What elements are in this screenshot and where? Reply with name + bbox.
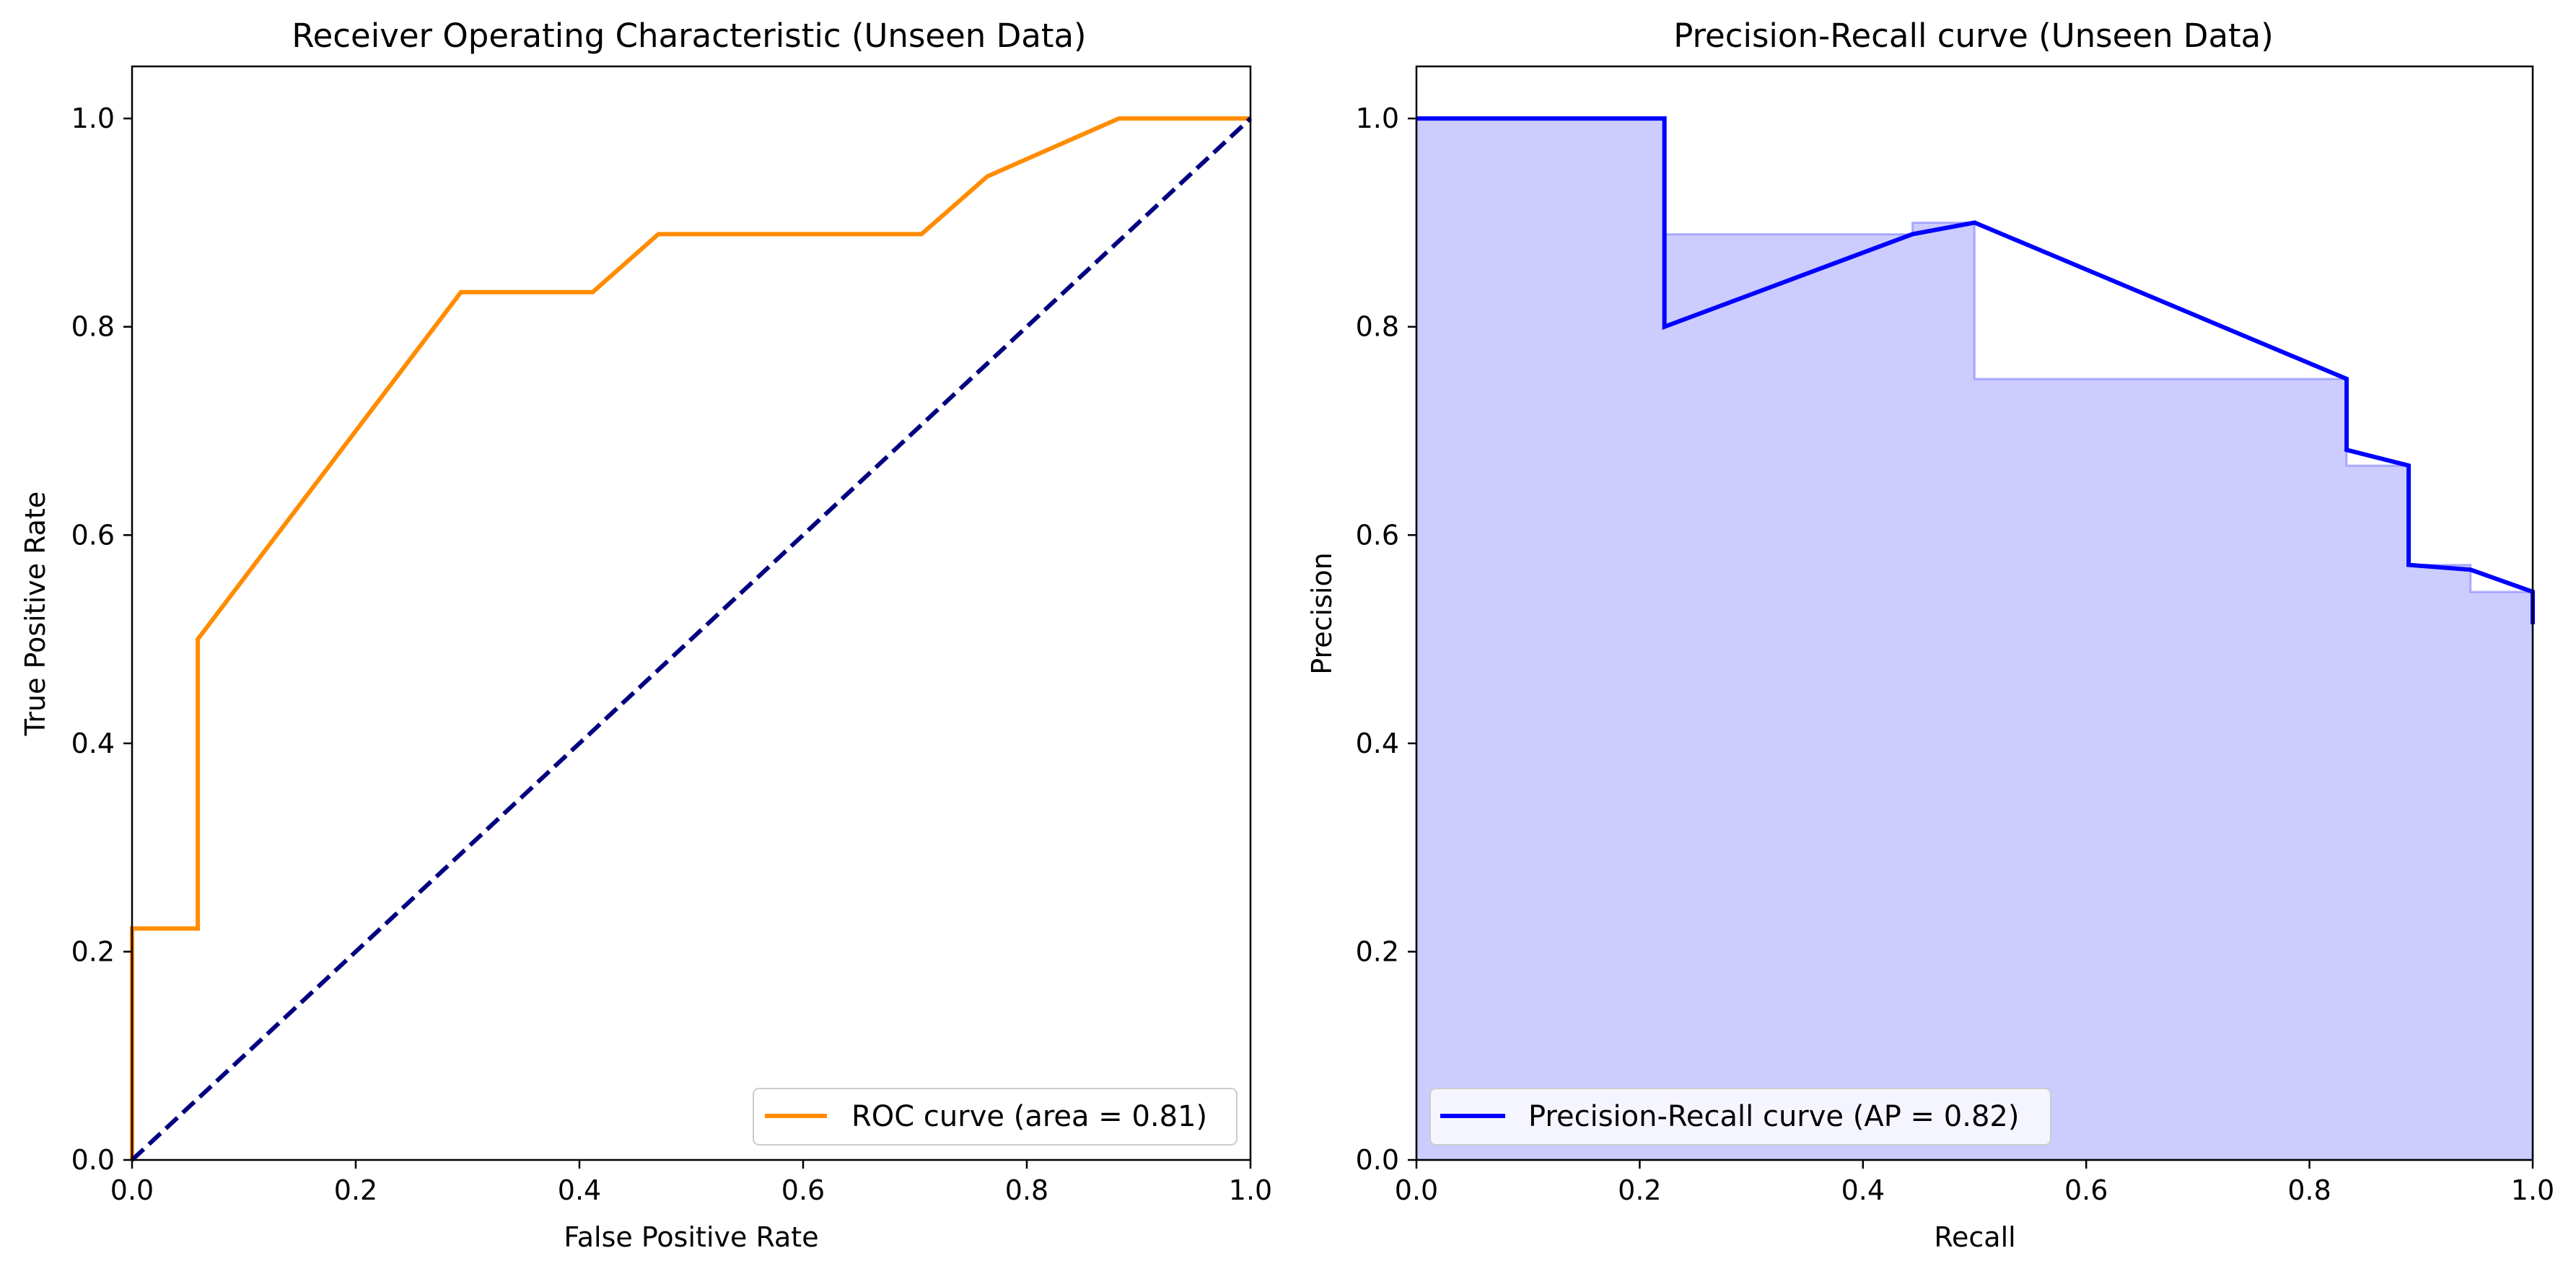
pr-y-tick-label: 1.0 [1356, 102, 1399, 134]
roc-axes-frame [131, 65, 1252, 1161]
roc-chart-title: Receiver Operating Characteristic (Unsee… [292, 17, 1086, 55]
pr-x-tick-label: 0.4 [1841, 1174, 1885, 1206]
pr-x-tick-label: 0.2 [1618, 1174, 1661, 1206]
pr-x-tick-label: 1.0 [2511, 1174, 2554, 1206]
pr-y-tick-label: 0.6 [1356, 519, 1399, 551]
pr-x-tick-label: 0.6 [2064, 1174, 2108, 1206]
roc-legend-label: ROC curve (area = 0.81) [851, 1100, 1207, 1133]
pr-x-tick-label: 0.0 [1395, 1174, 1438, 1206]
roc-legend-box [753, 1088, 1237, 1146]
roc-legend: ROC curve (area = 0.81) [753, 1088, 1237, 1146]
pr-x-tick-label: 0.8 [2287, 1174, 2331, 1206]
roc-x-tick-label: 0.0 [110, 1174, 154, 1206]
pr-y-tick-label: 0.4 [1356, 728, 1399, 759]
pr-series-line [1416, 116, 2535, 624]
pr-chart: Precision-Recall curve (Unseen Data) 0.0… [1306, 17, 2554, 1253]
roc-y-axis-label: True Positive Rate [19, 492, 51, 737]
roc-x-tick-label: 1.0 [1229, 1174, 1272, 1206]
roc-x-axis-label: False Positive Rate [564, 1221, 818, 1253]
pr-axes-frame [1415, 65, 2534, 1161]
roc-x-tick-label: 0.6 [781, 1174, 825, 1206]
roc-series-line [130, 116, 1250, 1160]
roc-series-line-diagonal [130, 116, 1253, 1162]
roc-y-tick-label: 0.8 [71, 311, 115, 343]
roc-x-tick-label: 0.2 [334, 1174, 377, 1206]
pr-legend: Precision-Recall curve (AP = 0.82) [1429, 1088, 2051, 1146]
roc-x-tick-label: 0.8 [1005, 1174, 1048, 1206]
roc-y-tick-label: 0.0 [71, 1144, 115, 1176]
roc-y-tick-label: 0.4 [71, 728, 115, 759]
pr-chart-title: Precision-Recall curve (Unseen Data) [1673, 17, 2274, 55]
pr-y-tick-label: 0.2 [1356, 935, 1399, 967]
roc-x-tick-label: 0.4 [558, 1174, 601, 1206]
roc-chart: Receiver Operating Characteristic (Unsee… [19, 17, 1272, 1253]
roc-y-tick-label: 0.2 [71, 935, 115, 967]
roc-y-tick-label: 0.6 [71, 519, 115, 551]
pr-x-axis-label: Recall [1934, 1221, 2015, 1253]
roc-y-tick-label: 1.0 [71, 102, 115, 134]
pr-y-tick-label: 0.0 [1356, 1144, 1399, 1176]
pr-legend-label: Precision-Recall curve (AP = 0.82) [1528, 1100, 2019, 1133]
pr-y-axis-label: Precision [1306, 552, 1338, 675]
pr-y-tick-label: 0.8 [1356, 311, 1399, 343]
pr-legend-box [1429, 1088, 2051, 1146]
